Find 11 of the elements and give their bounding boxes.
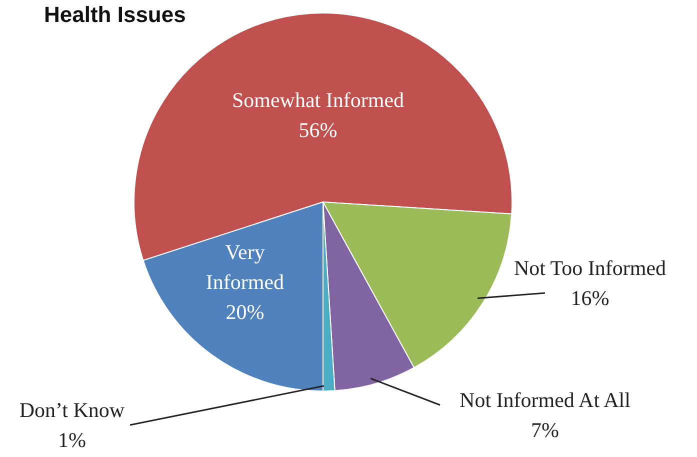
data-label: 16% [570, 286, 610, 310]
slice-label: Somewhat Informed [232, 88, 405, 112]
slice-label: Don’t Know [19, 398, 126, 422]
data-label: 56% [298, 118, 338, 142]
data-label: 1% [58, 428, 86, 452]
data-label: 20% [226, 300, 264, 324]
chart-title: Health Issues [44, 2, 186, 28]
slice-label: Not Too Informed [514, 256, 667, 280]
data-label: 7% [531, 418, 559, 442]
slice-label: Very Informed [206, 240, 285, 294]
slice-label: Not Informed At All [460, 388, 631, 412]
